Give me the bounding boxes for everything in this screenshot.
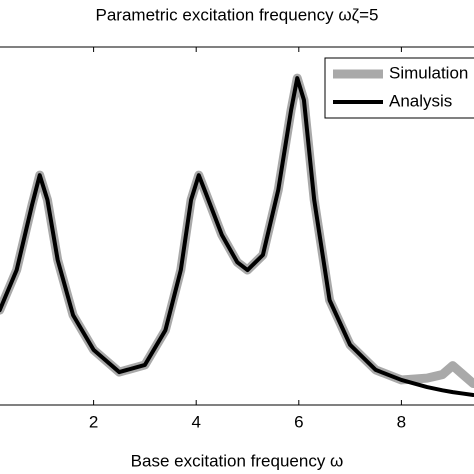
x-tick-label: 4: [191, 412, 200, 431]
plot-frame: [0, 46, 474, 406]
legend-label: Analysis: [389, 91, 452, 110]
legend-box: [324, 57, 474, 119]
series-line: [0, 73, 474, 389]
plot-area: [0, 73, 474, 397]
legend-label: Simulation: [389, 63, 468, 82]
chart-title: Parametric excitation frequency ωζ=5: [96, 5, 379, 24]
series-line: [0, 76, 474, 397]
x-tick-label: 6: [294, 412, 303, 431]
x-tick-label: 2: [89, 412, 98, 431]
x-tick-label: 8: [397, 412, 406, 431]
x-axis-label: Base excitation frequency ω: [131, 451, 344, 470]
